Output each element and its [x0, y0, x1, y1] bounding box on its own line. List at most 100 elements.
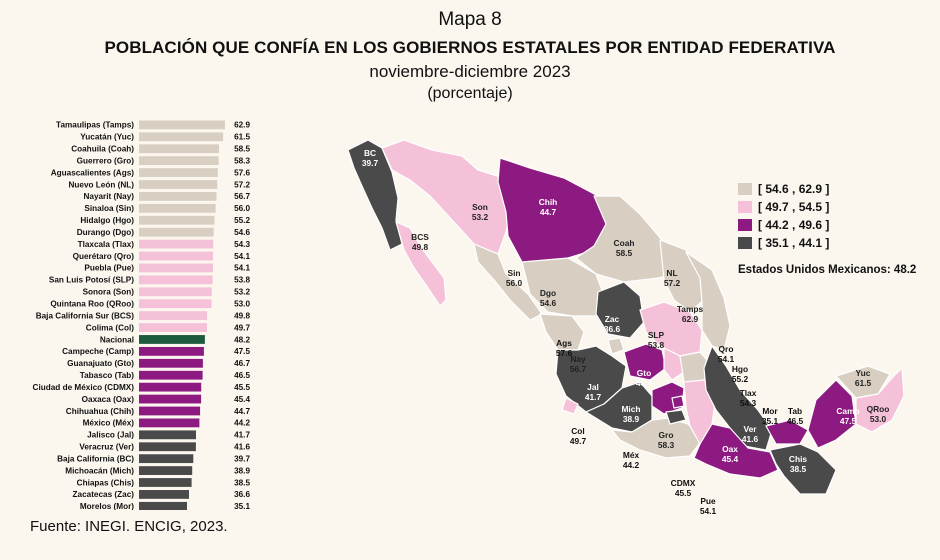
state-value: 45.5	[675, 488, 692, 498]
bar-value: 61.5	[234, 133, 250, 142]
bar-value: 62.9	[234, 121, 250, 130]
chart-period: noviembre-diciembre 2023	[369, 62, 571, 81]
state-label: QRoo	[867, 404, 890, 414]
state-shape-ver	[703, 345, 773, 451]
bar	[139, 239, 214, 249]
state-shape-col	[561, 397, 579, 415]
state-label: Oax	[722, 444, 738, 454]
state-shape-bcs	[395, 221, 447, 307]
state-label: Dgo	[540, 288, 556, 298]
state-label: Mich	[621, 404, 640, 414]
legend-item: [ 44.2 , 49.6 ]	[738, 216, 829, 233]
state-value: 57.6	[556, 348, 573, 358]
bar-label: San Luis Potosí (SLP)	[49, 276, 134, 285]
bar-label: Tamaulipas (Tamps)	[56, 121, 134, 130]
bar	[139, 394, 202, 404]
state-label: Ags	[556, 338, 572, 348]
bar-value: 36.6	[234, 490, 250, 499]
state-value: 46.7	[636, 378, 653, 388]
state-value: 55.2	[732, 374, 749, 384]
bar-value: 46.7	[234, 359, 250, 368]
bar	[139, 418, 200, 428]
bar-label: Veracruz (Ver)	[79, 443, 134, 452]
state-value: 44.7	[540, 207, 557, 217]
state-label: Pue	[700, 496, 716, 506]
state-value: 36.6	[604, 324, 621, 334]
state-value: 54.1	[718, 354, 735, 364]
state-label: Tamps	[677, 304, 704, 314]
bar	[139, 358, 203, 368]
bar-value: 57.6	[234, 168, 250, 177]
state-label: Zac	[605, 314, 620, 324]
bar	[139, 346, 204, 356]
legend-item: [ 54.6 , 62.9 ]	[738, 180, 829, 197]
bar-label: Durango (Dgo)	[77, 228, 135, 237]
state-label: Sin	[507, 268, 520, 278]
bar	[139, 156, 219, 166]
bar-label: Guerrero (Gro)	[77, 156, 135, 165]
map-number: Mapa 8	[438, 9, 502, 30]
legend-label: [ 54.6 , 62.9 ]	[758, 181, 830, 196]
bar-label: Campeche (Camp)	[62, 347, 134, 356]
bar	[139, 215, 215, 225]
legend-label: [ 35.1 , 44.1 ]	[758, 235, 830, 250]
state-value: 53.8	[648, 340, 665, 350]
bar-value: 48.2	[234, 335, 250, 344]
bar	[139, 454, 194, 464]
state-value: 62.9	[682, 314, 699, 324]
state-shape-tab	[765, 419, 809, 445]
bar-label: Tabasco (Tab)	[80, 371, 135, 380]
chart-title: POBLACIÓN QUE CONFÍA EN LOS GOBIERNOS ES…	[104, 38, 836, 57]
bar-label: Zacatecas (Zac)	[73, 490, 135, 499]
bar	[139, 168, 218, 177]
state-label: Coah	[614, 238, 635, 248]
bar-label: Morelos (Mor)	[80, 502, 134, 510]
bar-value: 35.1	[234, 502, 250, 510]
bar-value: 44.7	[234, 407, 250, 416]
bar-label: Chihuahua (Chih)	[66, 407, 134, 416]
bar-label: Sonora (Son)	[83, 288, 135, 297]
bar-label: Hidalgo (Hgo)	[80, 216, 134, 225]
state-value: 54.6	[540, 298, 557, 308]
bar-value: 57.2	[234, 180, 250, 189]
state-shape-ags	[607, 337, 625, 355]
state-label: Jal	[587, 382, 599, 392]
state-shape-qroo	[855, 367, 905, 433]
state-shape-cdmx	[671, 395, 685, 409]
state-shape-tamps	[685, 251, 731, 351]
state-value: 56.0	[506, 278, 523, 288]
state-value: 56.7	[570, 364, 587, 374]
state-shape-yuc	[835, 365, 891, 399]
state-value: 41.7	[585, 392, 602, 402]
state-label: CDMX	[671, 478, 696, 488]
state-label: Tlax	[740, 388, 757, 398]
state-value: 35.1	[762, 416, 779, 426]
bar-value: 58.5	[234, 145, 250, 154]
bar-value: 58.3	[234, 156, 250, 165]
bar-label: Yucatán (Yuc)	[80, 133, 134, 142]
bar-value: 46.5	[234, 371, 250, 380]
state-label: Qro	[719, 344, 734, 354]
state-value: 49.7	[570, 436, 587, 446]
state-shape-mor	[665, 409, 687, 425]
bar-label: Nacional	[100, 335, 134, 344]
legend-swatch	[738, 200, 752, 213]
state-shape-oax	[693, 423, 779, 479]
bar	[139, 192, 217, 201]
bar-label: Tlaxcala (Tlax)	[78, 240, 135, 249]
bar	[139, 382, 202, 392]
state-label: Gto	[637, 368, 651, 378]
state-value: 53.2	[472, 212, 489, 222]
bar-value: 54.1	[234, 264, 250, 273]
bar	[139, 478, 192, 487]
state-value: 38.5	[790, 464, 807, 474]
bar-value: 54.6	[234, 228, 250, 237]
state-label: Camp	[836, 406, 859, 416]
state-shape-sin	[473, 243, 543, 321]
legend-swatch	[738, 236, 752, 249]
bar	[139, 490, 189, 499]
bar-label: Baja California Sur (BCS)	[36, 311, 135, 320]
state-value: 41.6	[742, 434, 759, 444]
bar-label: Quintana Roo (QRoo)	[50, 300, 134, 309]
